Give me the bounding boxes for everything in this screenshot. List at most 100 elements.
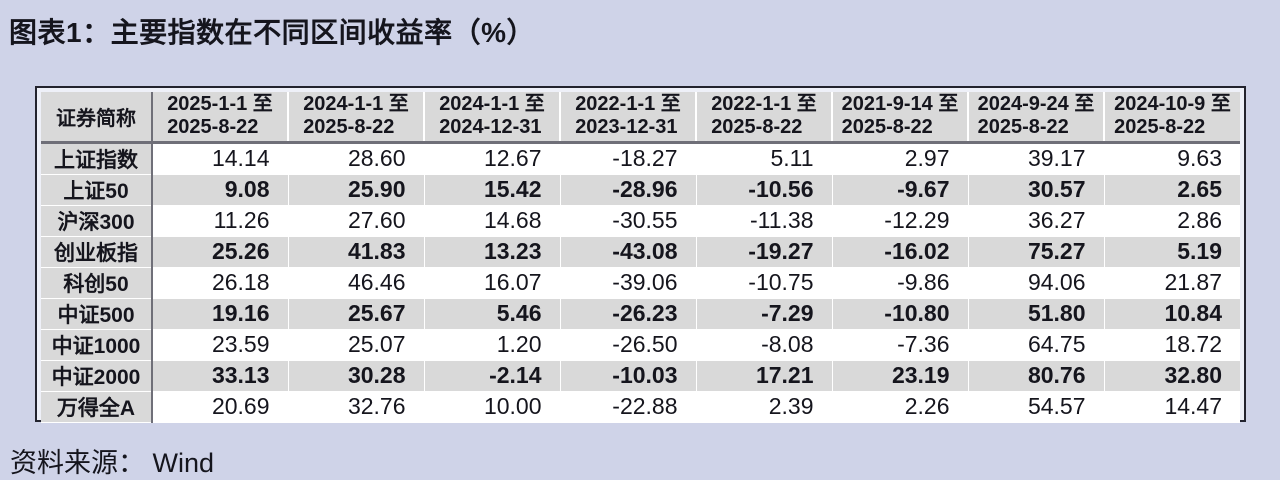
return-value-cell: 25.90 xyxy=(288,174,425,206)
return-value-cell: 12.67 xyxy=(424,142,561,175)
column-header-period-7: 2024-9-24 至 2025-8-22 xyxy=(968,92,1105,144)
return-value-cell: 9.63 xyxy=(1104,142,1240,175)
table-row: 上证50 9.08 25.90 15.42 -28.96 -10.56 -9.67 30.57… xyxy=(41,174,1240,206)
return-value-cell: 14.14 xyxy=(152,142,289,175)
return-value-cell: 80.76 xyxy=(968,360,1105,392)
table-row: 中证2000 33.13 30.28 -2.14 -10.03 17.21 23.19 80.… xyxy=(41,360,1240,392)
return-value-cell: 25.07 xyxy=(288,329,425,361)
period-header-label: 2022-1-1 至 2025-8-22 xyxy=(711,93,817,139)
return-value-cell: 25.26 xyxy=(152,236,289,268)
return-value-cell: 14.47 xyxy=(1104,391,1240,423)
return-value-cell: -10.56 xyxy=(696,174,833,206)
return-value-cell: -19.27 xyxy=(696,236,833,268)
return-value-cell: 17.21 xyxy=(696,360,833,392)
return-value-cell: 5.11 xyxy=(696,142,833,175)
return-value-cell: -7.29 xyxy=(696,298,833,330)
return-value-cell: 36.27 xyxy=(968,205,1105,237)
return-value-cell: 64.75 xyxy=(968,329,1105,361)
return-value-cell: 18.72 xyxy=(1104,329,1240,361)
return-value-cell: -39.06 xyxy=(560,267,697,299)
table-row: 万得全A 20.69 32.76 10.00 -22.88 2.39 2.26 54.57 14… xyxy=(41,391,1240,423)
return-value-cell: 75.27 xyxy=(968,236,1105,268)
column-header-index-name: 证券简称 xyxy=(41,92,153,144)
return-value-cell: -30.55 xyxy=(560,205,697,237)
index-name-cell: 沪深300 xyxy=(41,205,153,237)
index-name-cell: 中证2000 xyxy=(41,360,153,392)
period-header-label: 2024-1-1 至 2025-8-22 xyxy=(303,93,409,139)
index-name-cell: 科创50 xyxy=(41,267,153,299)
return-value-cell: 21.87 xyxy=(1104,267,1240,299)
period-header-label: 2022-1-1 至 2023-12-31 xyxy=(575,93,681,139)
index-name-cell: 上证50 xyxy=(41,174,153,206)
return-value-cell: -11.38 xyxy=(696,205,833,237)
column-header-period-3: 2024-1-1 至 2024-12-31 xyxy=(424,92,561,144)
return-value-cell: -8.08 xyxy=(696,329,833,361)
return-value-cell: 46.46 xyxy=(288,267,425,299)
return-value-cell: -16.02 xyxy=(832,236,969,268)
table-row: 沪深300 11.26 27.60 14.68 -30.55 -11.38 -12.29 36… xyxy=(41,205,1240,237)
return-value-cell: 27.60 xyxy=(288,205,425,237)
return-value-cell: -28.96 xyxy=(560,174,697,206)
return-value-cell: 5.46 xyxy=(424,298,561,330)
return-value-cell: 41.83 xyxy=(288,236,425,268)
returns-table: 证券简称 2025-1-1 至 2025-8-22 2024-1-1 至 2025… xyxy=(41,92,1240,423)
return-value-cell: 2.65 xyxy=(1104,174,1240,206)
period-header-label: 2024-1-1 至 2024-12-31 xyxy=(439,93,545,139)
period-header-label: 2025-1-1 至 2025-8-22 xyxy=(167,93,273,139)
return-value-cell: -12.29 xyxy=(832,205,969,237)
return-value-cell: 33.13 xyxy=(152,360,289,392)
source-note: 资料来源： Wind xyxy=(10,448,215,478)
return-value-cell: -9.67 xyxy=(832,174,969,206)
return-value-cell: -9.86 xyxy=(832,267,969,299)
column-header-period-2: 2024-1-1 至 2025-8-22 xyxy=(288,92,425,144)
index-name-cell: 中证1000 xyxy=(41,329,153,361)
period-header-label: 2024-9-24 至 2025-8-22 xyxy=(977,93,1095,139)
return-value-cell: 54.57 xyxy=(968,391,1105,423)
return-value-cell: 1.20 xyxy=(424,329,561,361)
return-value-cell: -10.75 xyxy=(696,267,833,299)
return-value-cell: 32.80 xyxy=(1104,360,1240,392)
return-value-cell: -22.88 xyxy=(560,391,697,423)
return-value-cell: -2.14 xyxy=(424,360,561,392)
return-value-cell: 2.97 xyxy=(832,142,969,175)
return-value-cell: 32.76 xyxy=(288,391,425,423)
index-name-cell: 上证指数 xyxy=(41,142,153,175)
return-value-cell: -10.80 xyxy=(832,298,969,330)
table-row: 中证500 19.16 25.67 5.46 -26.23 -7.29 -10.80 51.8… xyxy=(41,298,1240,330)
return-value-cell: 25.67 xyxy=(288,298,425,330)
return-value-cell: -26.50 xyxy=(560,329,697,361)
index-name-cell: 万得全A xyxy=(41,391,153,423)
return-value-cell: -26.23 xyxy=(560,298,697,330)
return-value-cell: -43.08 xyxy=(560,236,697,268)
return-value-cell: 9.08 xyxy=(152,174,289,206)
column-header-period-6: 2021-9-14 至 2025-8-22 xyxy=(832,92,969,144)
return-value-cell: 28.60 xyxy=(288,142,425,175)
return-value-cell: 39.17 xyxy=(968,142,1105,175)
return-value-cell: -10.03 xyxy=(560,360,697,392)
returns-table-frame: 证券简称 2025-1-1 至 2025-8-22 2024-1-1 至 2025… xyxy=(35,86,1246,423)
period-header-label: 2024-10-9 至 2025-8-22 xyxy=(1114,93,1231,139)
return-value-cell: 10.84 xyxy=(1104,298,1240,330)
period-header-label: 2021-9-14 至 2025-8-22 xyxy=(841,93,959,139)
table-row: 中证1000 23.59 25.07 1.20 -26.50 -8.08 -7.36 64.7… xyxy=(41,329,1240,361)
column-header-period-1: 2025-1-1 至 2025-8-22 xyxy=(152,92,289,144)
return-value-cell: 23.19 xyxy=(832,360,969,392)
return-value-cell: 23.59 xyxy=(152,329,289,361)
return-value-cell: 19.16 xyxy=(152,298,289,330)
table-row: 创业板指 25.26 41.83 13.23 -43.08 -19.27 -16.02 75.… xyxy=(41,236,1240,268)
return-value-cell: 2.86 xyxy=(1104,205,1240,237)
return-value-cell: 20.69 xyxy=(152,391,289,423)
return-value-cell: 26.18 xyxy=(152,267,289,299)
return-value-cell: 30.57 xyxy=(968,174,1105,206)
return-value-cell: 94.06 xyxy=(968,267,1105,299)
return-value-cell: 30.28 xyxy=(288,360,425,392)
return-value-cell: 5.19 xyxy=(1104,236,1240,268)
column-header-period-4: 2022-1-1 至 2023-12-31 xyxy=(560,92,697,144)
return-value-cell: 14.68 xyxy=(424,205,561,237)
return-value-cell: 10.00 xyxy=(424,391,561,423)
column-header-period-5: 2022-1-1 至 2025-8-22 xyxy=(696,92,833,144)
column-header-period-8: 2024-10-9 至 2025-8-22 xyxy=(1104,92,1240,144)
index-name-cell: 创业板指 xyxy=(41,236,153,268)
table-row: 科创50 26.18 46.46 16.07 -39.06 -10.75 -9.86 94.0… xyxy=(41,267,1240,299)
return-value-cell: 2.26 xyxy=(832,391,969,423)
